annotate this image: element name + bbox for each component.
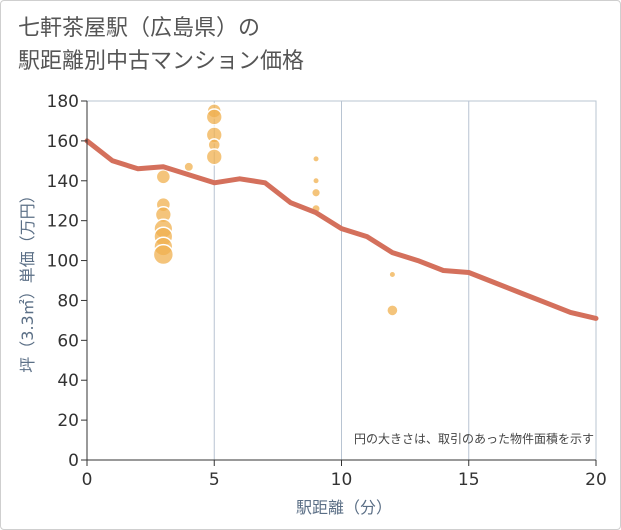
y-tick-label-20: 20	[57, 411, 79, 431]
bubble-point-0	[155, 168, 172, 185]
y-tick-label-60: 60	[57, 331, 79, 351]
y-tick-label-40: 40	[57, 371, 79, 391]
chart-title: 七軒茶屋駅（広島県）の 駅距離別中古マンション価格	[18, 12, 538, 78]
bubble-point-7	[183, 161, 195, 173]
axis-ticks: 0 20 40 60 80 100 120 140 160 180 0 5 10 15 20	[47, 92, 607, 490]
x-tick-label-0: 0	[82, 470, 93, 490]
bubble-point-9	[205, 108, 223, 126]
chart-title-line1: 七軒茶屋駅（広島県）の	[18, 16, 261, 41]
bubble-point-14	[312, 176, 321, 185]
bubble-point-13	[312, 154, 321, 163]
bubble-point-6	[152, 243, 175, 266]
y-tick-label-0: 0	[68, 451, 79, 471]
x-axis-label: 駅距離（分）	[296, 498, 392, 517]
bubble-series	[152, 103, 399, 317]
y-tick-label-80: 80	[57, 291, 79, 311]
y-axis-label: 坪（3.3㎡）単価（万円）	[18, 187, 37, 372]
y-tick-label-120: 120	[47, 212, 79, 232]
x-tick-label-15: 15	[458, 470, 480, 490]
bubble-point-12	[205, 148, 223, 166]
x-tick-label-5: 5	[209, 470, 220, 490]
y-tick-label-160: 160	[47, 132, 79, 152]
y-tick-label-100: 100	[47, 252, 79, 272]
x-tick-label-20: 20	[585, 470, 607, 490]
bubble-point-17	[388, 270, 397, 279]
x-tick-label-10: 10	[331, 470, 353, 490]
bubble-point-15	[310, 187, 322, 198]
bubble-size-note: 円の大きさは、取引のあった物件面積を示す	[354, 431, 594, 446]
bubble-point-18	[386, 304, 399, 317]
average-price-line	[84, 138, 599, 321]
chart-title-line2: 駅距離別中古マンション価格	[18, 49, 305, 74]
average-line-series	[84, 138, 599, 321]
y-tick-label-180: 180	[47, 92, 79, 112]
y-tick-label-140: 140	[47, 172, 79, 192]
